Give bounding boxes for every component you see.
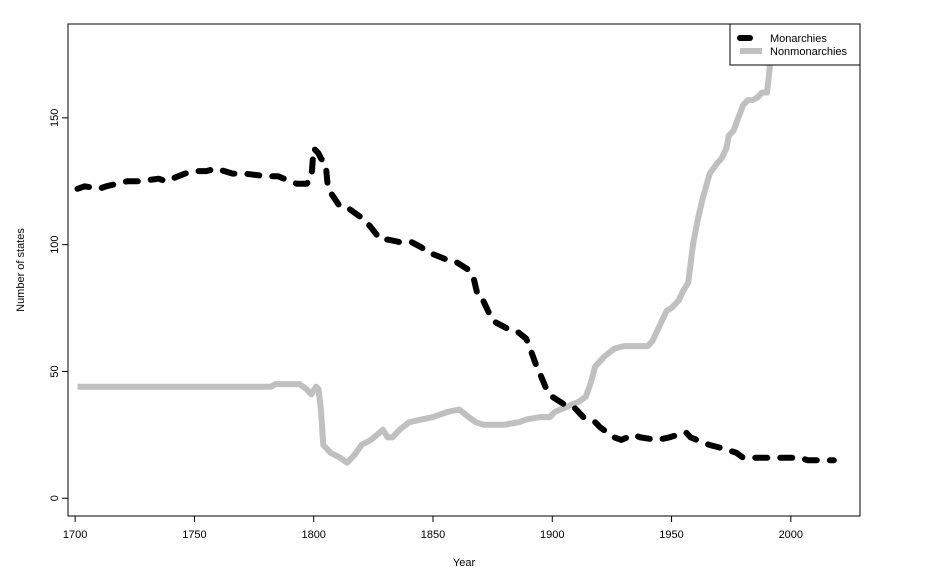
x-tick-label: 1950 — [659, 529, 683, 541]
x-axis-title: Year — [453, 557, 476, 568]
y-tick-label: 50 — [49, 365, 61, 377]
legend-box — [729, 23, 861, 66]
y-tick-label: 0 — [49, 495, 61, 501]
legend: Monarchies Nonmonarchies — [729, 23, 861, 66]
y-tick-label: 100 — [49, 235, 61, 253]
y-axis: 0 50 100 150 — [49, 109, 68, 501]
x-tick-label: 1700 — [63, 529, 87, 541]
series-line-monarchies — [74, 145, 837, 464]
x-tick-label: 1750 — [182, 529, 206, 541]
legend-label-nonmonarchies: Nonmonarchies — [770, 46, 848, 58]
plot-frame — [67, 23, 861, 517]
y-tick-label: 150 — [49, 109, 61, 127]
series-layer — [74, 26, 837, 466]
legend-label-monarchies: Monarchies — [770, 33, 827, 45]
x-tick-label: 1800 — [301, 529, 325, 541]
x-tick-label: 2000 — [779, 529, 803, 541]
series-line-nonmonarchies — [77, 26, 778, 466]
x-tick-label: 1900 — [540, 529, 564, 541]
x-tick-label: 1850 — [421, 529, 445, 541]
x-axis: 1700 1750 1800 1850 1900 1950 2000 — [63, 516, 803, 541]
y-axis-title: Number of states — [15, 228, 27, 312]
